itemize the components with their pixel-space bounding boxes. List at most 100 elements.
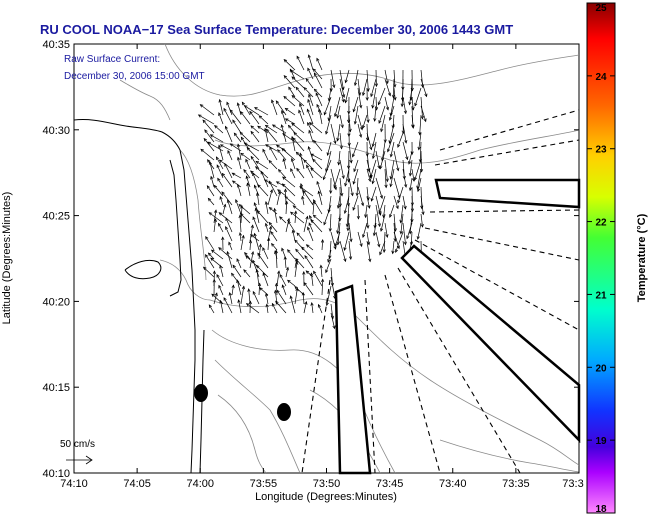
current-vector-head: [346, 202, 351, 207]
current-vector: [374, 105, 377, 122]
current-vector: [352, 195, 359, 211]
current-vector: [320, 265, 323, 278]
current-vector-head: [202, 266, 207, 271]
current-vector-head: [218, 284, 222, 289]
current-vector: [277, 149, 287, 161]
current-vector: [312, 201, 315, 215]
current-vector: [296, 168, 305, 179]
current-vector-head: [252, 259, 256, 264]
current-vector: [262, 247, 269, 260]
current-vector-head: [208, 304, 212, 308]
current-vector: [229, 109, 242, 125]
current-vector-head: [336, 115, 340, 119]
current-vector: [295, 258, 305, 269]
current-vector-head: [362, 92, 366, 97]
current-vector: [400, 204, 404, 223]
current-vector: [307, 99, 314, 116]
inset-line-1: Raw Surface Current:: [64, 54, 160, 65]
current-vector: [265, 125, 278, 134]
current-vector-head: [214, 292, 218, 297]
current-vector: [229, 292, 233, 305]
current-vector-head: [291, 95, 296, 99]
current-vector: [402, 96, 407, 114]
current-vector-head: [313, 72, 317, 76]
current-vector-head: [319, 264, 323, 269]
current-vector: [249, 251, 254, 269]
current-vector-head: [276, 289, 280, 294]
current-vector: [256, 265, 269, 278]
current-vector: [200, 149, 215, 161]
current-vector: [337, 222, 341, 245]
current-vector: [254, 233, 260, 251]
current-vector-head: [340, 192, 344, 197]
current-vector-head: [296, 232, 300, 236]
current-vector-head: [264, 201, 268, 205]
current-vector: [334, 231, 341, 247]
current-vector-head: [204, 129, 208, 133]
current-vector: [411, 96, 414, 110]
current-vector: [305, 78, 314, 89]
current-vector: [210, 176, 215, 188]
current-vector: [352, 141, 359, 157]
current-vector: [244, 142, 260, 152]
current-vector: [402, 195, 406, 209]
current-vector: [420, 78, 427, 97]
current-vector-head: [257, 184, 261, 188]
current-vector: [267, 238, 270, 251]
current-vector: [384, 159, 388, 182]
current-vector-head: [394, 249, 399, 253]
current-vector-head: [377, 243, 381, 248]
current-vector: [379, 240, 386, 255]
current-vector-head: [305, 215, 309, 220]
current-vector-head: [237, 299, 241, 303]
current-vector-head: [391, 250, 395, 255]
current-vector-head: [245, 255, 249, 259]
current-vector-head: [389, 153, 393, 158]
current-vector-head: [360, 202, 365, 207]
current-vector: [339, 87, 345, 103]
current-vector: [208, 198, 215, 206]
current-vector: [240, 286, 245, 305]
current-vector-head: [289, 211, 294, 215]
current-vector-head: [225, 217, 229, 222]
current-vector: [308, 54, 314, 71]
current-vector-head: [317, 108, 322, 113]
current-vector-head: [353, 82, 358, 87]
current-vector-head: [371, 143, 375, 148]
current-vector: [238, 299, 242, 314]
current-vector: [285, 218, 290, 233]
current-vector-head: [370, 197, 374, 202]
current-vector-head: [255, 268, 259, 273]
current-vector: [266, 129, 278, 143]
current-vector: [285, 201, 288, 215]
current-vector-head: [329, 88, 333, 93]
current-vector: [209, 161, 215, 179]
current-vector-head: [250, 155, 254, 160]
current-vector-head: [229, 143, 234, 147]
current-vector: [241, 101, 251, 116]
x-tick-label: 73:35: [502, 478, 530, 490]
current-vector: [408, 150, 413, 165]
current-vector: [296, 232, 305, 242]
current-vector: [323, 204, 332, 225]
current-vector: [348, 141, 352, 163]
current-vector-head: [327, 259, 331, 263]
current-vector: [357, 87, 362, 108]
current-vector: [414, 159, 422, 181]
current-vector-head: [378, 210, 382, 214]
current-vector-head: [284, 107, 289, 112]
current-vector: [345, 69, 350, 83]
current-vector-head: [333, 186, 338, 191]
coastline: [73, 119, 205, 474]
current-vector-head: [326, 152, 330, 156]
current-vector-head: [223, 297, 227, 301]
current-vector-head: [308, 222, 312, 227]
current-vector-head: [275, 181, 280, 185]
current-vector-head: [223, 107, 227, 112]
current-vector-head: [359, 104, 363, 109]
current-vector: [231, 285, 234, 296]
current-vector-head: [294, 239, 298, 244]
current-vector-head: [250, 125, 254, 129]
current-vector: [262, 149, 269, 161]
current-vector-head: [283, 255, 287, 260]
